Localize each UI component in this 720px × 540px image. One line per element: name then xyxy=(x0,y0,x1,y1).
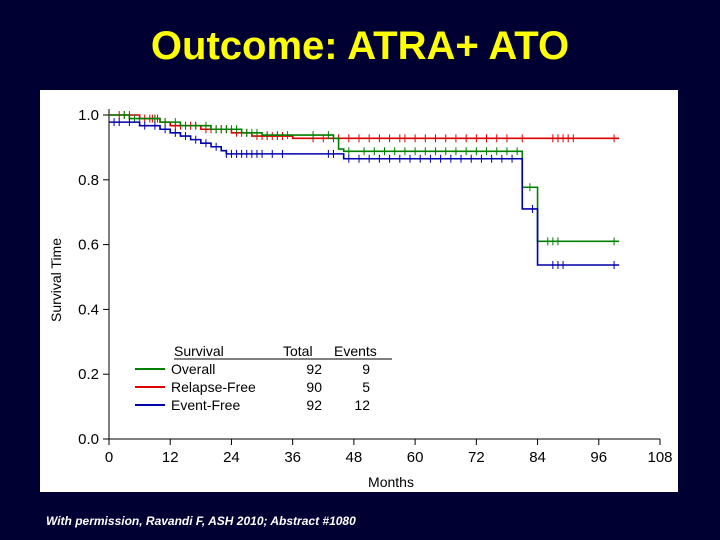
km-curve-overall xyxy=(109,114,620,243)
legend-total-event-free: 92 xyxy=(306,397,322,413)
x-tick-label: 108 xyxy=(647,449,672,466)
footer-credit: With permission, Ravandi F, ASH 2010; Ab… xyxy=(46,514,356,528)
y-axis-label: Survival Time xyxy=(48,238,64,322)
chart-panel: 0.0 0.2 0.4 0.6 0.8 1.0 0 12 24 36 48 60 72 84 96 108 S… xyxy=(40,90,678,492)
legend-header-events: Events xyxy=(334,343,377,359)
x-tick-label: 0 xyxy=(105,449,113,466)
x-tick-label: 48 xyxy=(346,449,363,466)
y-tick-label: 0.0 xyxy=(78,431,99,448)
x-tick-label: 24 xyxy=(223,449,240,466)
series-event-free xyxy=(109,118,620,270)
legend-name-event-free: Event-Free xyxy=(171,397,240,413)
x-tick-label: 12 xyxy=(162,449,179,466)
y-tick-label: 1.0 xyxy=(78,107,99,124)
x-tick-label: 84 xyxy=(529,449,546,466)
legend-name-relapse-free: Relapse-Free xyxy=(171,379,256,395)
axes xyxy=(108,109,660,440)
legend: Survival Total Events Overall 92 9 Relap… xyxy=(135,343,392,413)
legend-header-survival: Survival xyxy=(174,343,224,359)
y-tick-label: 0.8 xyxy=(78,172,99,189)
y-tick-label: 0.2 xyxy=(78,366,99,383)
legend-name-overall: Overall xyxy=(171,361,215,377)
y-tick-label: 0.6 xyxy=(78,237,99,254)
x-tick-label: 60 xyxy=(407,449,424,466)
x-tick-label: 72 xyxy=(468,449,485,466)
km-chart: 0.0 0.2 0.4 0.6 0.8 1.0 0 12 24 36 48 60 72 84 96 108 S… xyxy=(48,107,673,490)
y-tick-label: 0.4 xyxy=(78,301,99,318)
legend-header-total: Total xyxy=(283,343,313,359)
legend-events-relapse-free: 5 xyxy=(362,379,370,395)
slide-title: Outcome: ATRA+ ATO xyxy=(150,24,570,68)
x-axis-label: Months xyxy=(368,474,414,490)
series-overall xyxy=(109,111,620,246)
legend-total-overall: 92 xyxy=(306,361,322,377)
km-curve-event-free xyxy=(109,121,620,266)
legend-events-event-free: 12 xyxy=(354,397,370,413)
x-tick-label: 96 xyxy=(590,449,607,466)
series xyxy=(109,111,620,270)
x-tick-label: 36 xyxy=(284,449,301,466)
legend-total-relapse-free: 90 xyxy=(306,379,322,395)
legend-events-overall: 9 xyxy=(362,361,370,377)
ticks: 0.0 0.2 0.4 0.6 0.8 1.0 0 12 24 36 48 60 72 84 96 108 xyxy=(78,107,672,466)
